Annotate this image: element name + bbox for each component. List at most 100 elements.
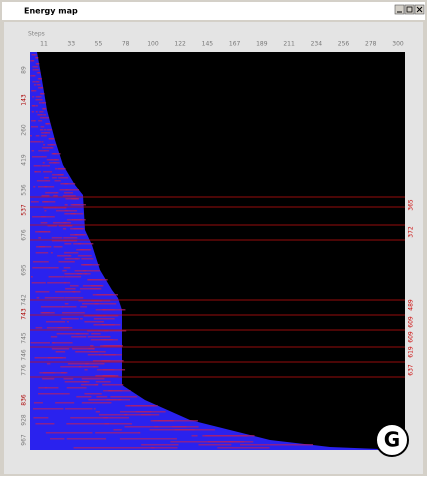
- heat-stripe: [40, 126, 45, 128]
- heat-stripe: [48, 162, 57, 164]
- heat-stripe: [61, 318, 79, 320]
- x-tick-label: 256: [338, 41, 350, 48]
- heat-stripe: [50, 438, 65, 440]
- heat-stripe: [84, 273, 87, 275]
- heat-stripe: [51, 342, 73, 344]
- heat-stripe: [76, 249, 92, 251]
- heat-stripe: [45, 123, 50, 125]
- heat-stripe: [40, 87, 43, 89]
- heat-stripe: [98, 414, 128, 416]
- heat-stripe: [33, 417, 49, 419]
- heat-stripe: [217, 447, 270, 449]
- x-tick-label: 33: [67, 41, 75, 48]
- heat-stripe: [35, 105, 38, 107]
- heat-stripe: [48, 138, 51, 140]
- row-label: 776: [21, 364, 28, 376]
- heat-stripe: [84, 321, 104, 323]
- heat-stripe: [48, 267, 59, 269]
- heat-stripe: [73, 243, 81, 245]
- x-tick-label: 167: [229, 41, 241, 48]
- heat-stripe: [103, 339, 107, 341]
- heat-stripe: [65, 210, 78, 212]
- highlight-label: 489: [408, 299, 415, 311]
- heat-stripe: [84, 369, 88, 371]
- row-label: 260: [21, 124, 28, 136]
- heat-stripe: [72, 291, 81, 293]
- x-tick-label: 300: [392, 41, 404, 48]
- heat-stripe: [37, 87, 40, 89]
- heat-stripe: [64, 282, 71, 284]
- heat-stripe: [38, 231, 51, 233]
- heat-stripe: [82, 285, 103, 287]
- window-controls[interactable]: [394, 4, 425, 15]
- heat-stripe: [40, 306, 64, 308]
- heat-stripe: [33, 84, 36, 86]
- heat-stripe: [58, 261, 75, 263]
- heat-stripe: [36, 66, 39, 68]
- row-label: 742: [21, 294, 28, 306]
- heat-stripe: [94, 384, 99, 386]
- heat-stripe: [119, 438, 177, 440]
- heat-stripe: [36, 126, 39, 128]
- heat-stripe: [63, 240, 73, 242]
- heat-stripe: [35, 156, 43, 158]
- row-label: 836: [21, 394, 28, 406]
- highlight-label: 372: [408, 226, 415, 238]
- heat-stripe: [47, 144, 54, 146]
- heat-stripe: [64, 213, 76, 215]
- heat-stripe: [89, 288, 102, 290]
- row-label: 746: [21, 349, 28, 361]
- heat-stripe: [81, 378, 105, 380]
- heat-stripe: [42, 378, 55, 380]
- heat-stripe: [35, 423, 55, 425]
- heat-stripe: [64, 276, 82, 278]
- row-label: 676: [21, 229, 28, 241]
- heat-stripe: [55, 192, 59, 194]
- heat-stripe: [79, 366, 99, 368]
- heat-stripe: [34, 357, 58, 359]
- heat-stripe: [64, 303, 69, 305]
- heat-stripe: [55, 168, 58, 170]
- minimize-button[interactable]: [394, 4, 405, 15]
- heat-stripe: [46, 180, 51, 182]
- highlight-label: 609: [408, 316, 415, 328]
- heat-stripe: [46, 129, 52, 131]
- maximize-button[interactable]: [404, 4, 415, 15]
- heat-stripe: [44, 186, 55, 188]
- heat-stripe: [63, 237, 78, 239]
- heat-stripe: [64, 258, 80, 260]
- heat-stripe: [73, 228, 85, 230]
- maximize-icon: [406, 6, 413, 13]
- x-axis-title: Steps: [28, 31, 45, 38]
- heat-stripe: [119, 411, 152, 413]
- heat-stripe: [31, 54, 34, 56]
- heat-stripe: [35, 291, 50, 293]
- heat-stripe: [48, 276, 65, 278]
- heat-stripe: [153, 420, 174, 422]
- heat-stripe: [30, 342, 50, 344]
- x-tick-label: 78: [122, 41, 130, 48]
- row-label: 743: [21, 308, 28, 320]
- heat-stripe: [35, 99, 39, 101]
- heat-stripe: [38, 78, 42, 80]
- heat-stripe: [31, 282, 46, 284]
- row-label: 143: [21, 94, 28, 106]
- heat-stripe: [40, 222, 48, 224]
- heat-stripe: [32, 75, 35, 77]
- heat-stripe: [36, 84, 40, 86]
- heat-stripe: [35, 252, 49, 254]
- heat-stripe: [170, 441, 234, 443]
- heat-stripe: [64, 252, 79, 254]
- heat-stripe: [38, 393, 63, 395]
- heat-stripe: [70, 234, 84, 236]
- heat-stripe: [81, 402, 112, 404]
- heat-stripe: [34, 54, 37, 56]
- heat-stripe: [42, 117, 45, 119]
- heat-stripe: [44, 210, 47, 212]
- heat-stripe: [63, 222, 72, 224]
- heat-stripe: [62, 195, 76, 197]
- heat-stripe: [42, 108, 47, 110]
- heat-stripe: [103, 369, 126, 371]
- heat-stripe: [30, 75, 33, 77]
- heat-stripe: [76, 273, 91, 275]
